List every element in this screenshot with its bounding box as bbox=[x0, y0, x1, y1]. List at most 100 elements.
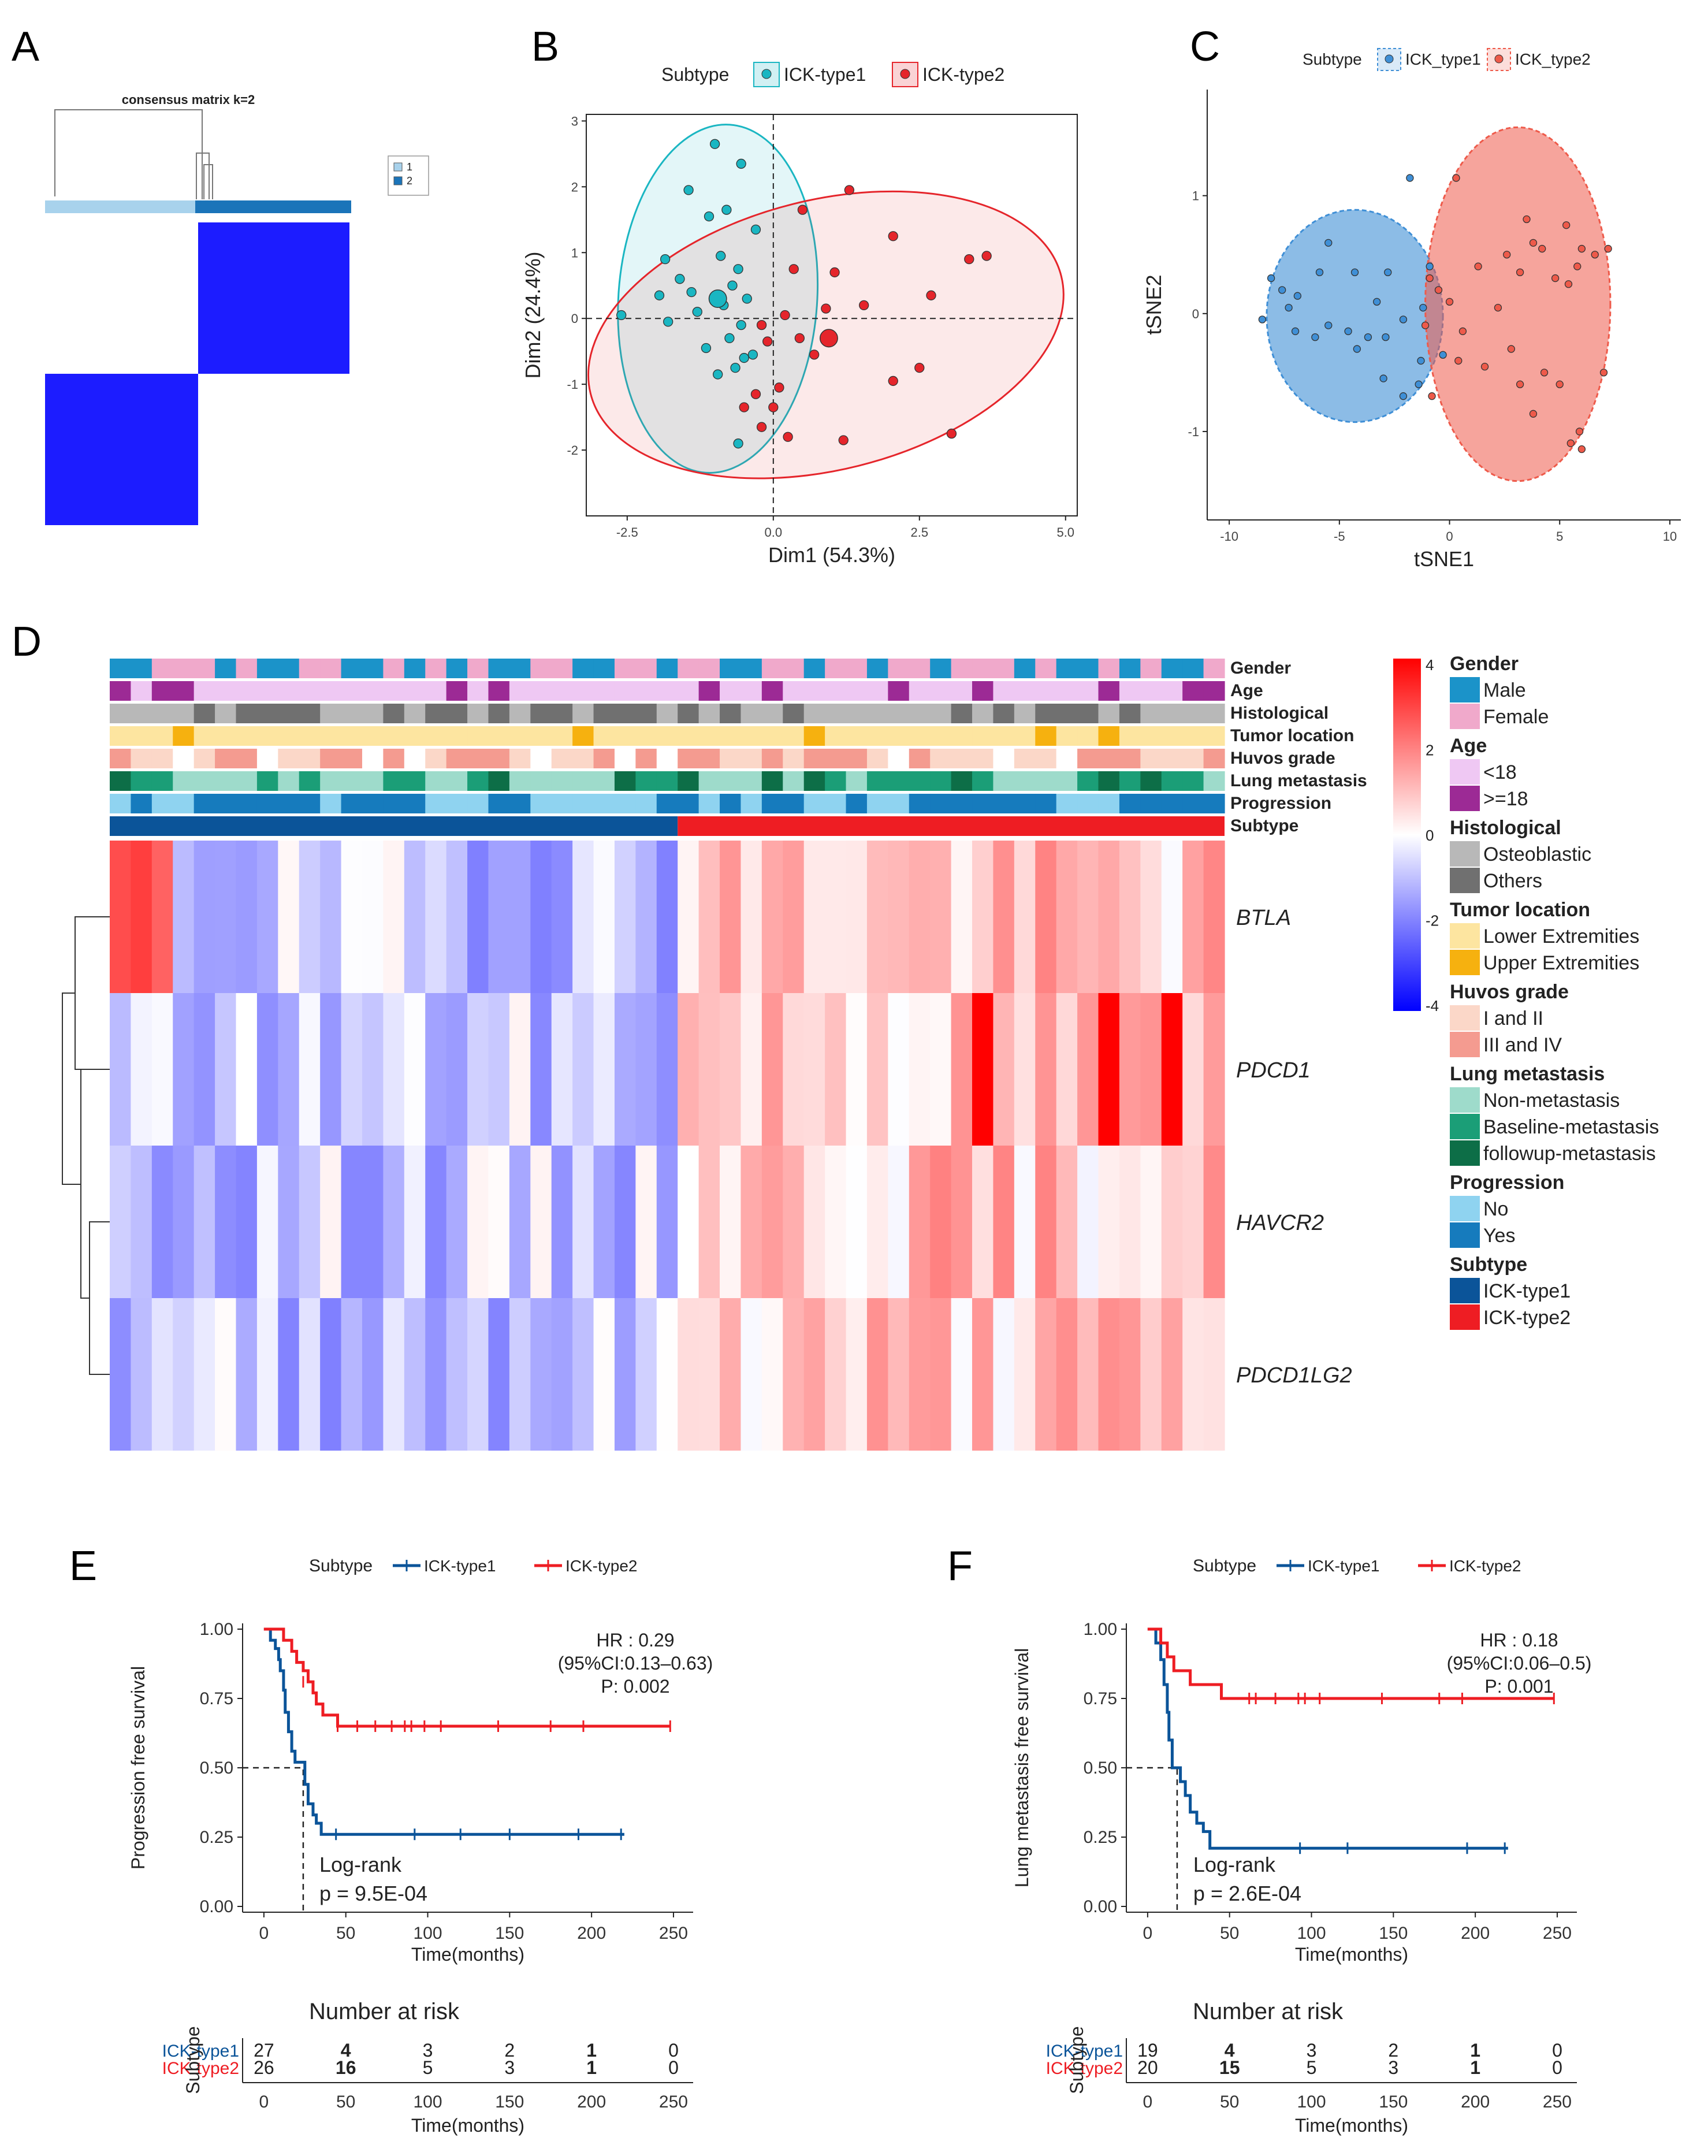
heatmap-cell bbox=[909, 1298, 931, 1451]
annotation-cell bbox=[320, 681, 342, 701]
risk-x-tick-label: 200 bbox=[577, 2092, 606, 2112]
annotation-cell bbox=[551, 749, 573, 768]
annotation-cell bbox=[446, 771, 468, 791]
scatter-point bbox=[1564, 280, 1573, 288]
annotation-cell bbox=[635, 749, 657, 768]
annotation-cell bbox=[551, 794, 573, 813]
risk-table-value: 4 bbox=[1225, 2040, 1235, 2061]
km-hr-annotation: (95%CI:0.06–0.5) bbox=[1447, 1653, 1592, 1674]
annotation-cell bbox=[1035, 704, 1057, 723]
heatmap-cell bbox=[299, 1146, 321, 1298]
scatter-point bbox=[1382, 333, 1390, 341]
km-legend-title: Subtype bbox=[1193, 1556, 1256, 1575]
annotation-cell bbox=[720, 726, 742, 746]
legend-swatch bbox=[1450, 677, 1480, 702]
heatmap-cell bbox=[1182, 841, 1204, 993]
heatmap-cell bbox=[467, 841, 489, 993]
annotation-cell bbox=[930, 749, 952, 768]
annotation-cell bbox=[888, 771, 910, 791]
annotation-label: Gender bbox=[1230, 659, 1291, 678]
annotation-cell bbox=[509, 704, 531, 723]
heatmap-cell bbox=[1014, 841, 1036, 993]
annotation-cell bbox=[972, 726, 994, 746]
risk-table-value: 3 bbox=[504, 2057, 515, 2078]
heatmap-cell bbox=[783, 1298, 805, 1451]
annotation-cell bbox=[803, 749, 825, 768]
scatter-point bbox=[1494, 303, 1502, 312]
scatter-point bbox=[888, 231, 898, 241]
heatmap-cell bbox=[131, 993, 152, 1146]
legend-swatch bbox=[1450, 923, 1480, 949]
annotation-cell bbox=[341, 794, 363, 813]
annotation-cell bbox=[1140, 704, 1162, 723]
x-axis-title: tSNE1 bbox=[1414, 547, 1474, 571]
legend-item-label: Baseline-metastasis bbox=[1483, 1116, 1659, 1138]
annotation-cell bbox=[1161, 704, 1183, 723]
heatmap-cell bbox=[110, 1298, 132, 1451]
annotation-cell bbox=[1014, 681, 1036, 701]
x-tick-label: 10 bbox=[1663, 529, 1677, 544]
heatmap-cell bbox=[1014, 993, 1036, 1146]
annotation-cell bbox=[320, 726, 342, 746]
annotation-cell bbox=[1140, 794, 1162, 813]
annotation-cell bbox=[678, 704, 699, 723]
annotation-cell bbox=[278, 726, 300, 746]
annotation-cell bbox=[635, 771, 657, 791]
heatmap-cell bbox=[173, 1146, 195, 1298]
km-x-axis-title: Time(months) bbox=[1295, 1944, 1408, 1965]
risk-table-value: 15 bbox=[1219, 2057, 1240, 2078]
annotation-cell bbox=[1119, 726, 1141, 746]
scatter-point bbox=[1315, 268, 1324, 277]
annotation-cell bbox=[1014, 794, 1036, 813]
heatmap-cell bbox=[698, 841, 720, 993]
annotation-cell bbox=[446, 704, 468, 723]
risk-x-tick-label: 150 bbox=[1379, 2092, 1408, 2112]
annotation-cell bbox=[866, 681, 888, 701]
subtype-bar-type2 bbox=[678, 816, 1225, 836]
km-hr-annotation: HR : 0.18 bbox=[1480, 1630, 1558, 1651]
annotation-cell bbox=[194, 704, 215, 723]
annotation-cell bbox=[678, 771, 699, 791]
annotation-cell bbox=[803, 726, 825, 746]
annotation-cell bbox=[131, 726, 152, 746]
y-tick-label: 1 bbox=[571, 246, 578, 260]
heatmap-cell bbox=[846, 841, 868, 993]
heatmap-cell bbox=[698, 993, 720, 1146]
annotation-cell bbox=[488, 659, 510, 678]
heatmap-cell bbox=[173, 1298, 195, 1451]
scatter-point bbox=[756, 422, 767, 432]
risk-table-value: 0 bbox=[668, 2057, 679, 2078]
annotation-cell bbox=[1161, 794, 1183, 813]
heatmap-cell bbox=[215, 1298, 237, 1451]
annotation-cell bbox=[761, 726, 783, 746]
annotation-cell bbox=[341, 726, 363, 746]
heatmap-cell bbox=[635, 1146, 657, 1298]
scatter-point bbox=[788, 264, 799, 274]
gene-label: BTLA bbox=[1236, 906, 1291, 930]
heatmap-cell bbox=[825, 841, 847, 993]
risk-table-row-label: ICK-type2 bbox=[162, 2059, 239, 2078]
annotation-cell bbox=[383, 794, 405, 813]
scatter-point bbox=[859, 300, 869, 311]
color-scale-bar bbox=[1393, 659, 1421, 1011]
annotation-cell bbox=[930, 726, 952, 746]
annotation-cell bbox=[1203, 749, 1225, 768]
annotation-cell bbox=[110, 771, 132, 791]
scatter-point bbox=[1267, 274, 1275, 282]
annotation-cell bbox=[256, 749, 278, 768]
heatmap-cell bbox=[488, 841, 510, 993]
scatter-point bbox=[713, 369, 723, 380]
annotation-cell bbox=[1035, 681, 1057, 701]
risk-table-value: 27 bbox=[254, 2040, 274, 2061]
scatter-point bbox=[1445, 298, 1454, 306]
risk-table-value: 0 bbox=[1552, 2040, 1562, 2061]
km-legend-label: ICK-type1 bbox=[424, 1557, 496, 1575]
annotation-cell bbox=[446, 749, 468, 768]
scatter-point bbox=[750, 389, 761, 399]
annotation-cell bbox=[803, 704, 825, 723]
annotation-cell bbox=[530, 749, 552, 768]
scatter-point bbox=[733, 264, 743, 274]
heatmap-cell bbox=[888, 1298, 910, 1451]
annotation-cell bbox=[1203, 659, 1225, 678]
